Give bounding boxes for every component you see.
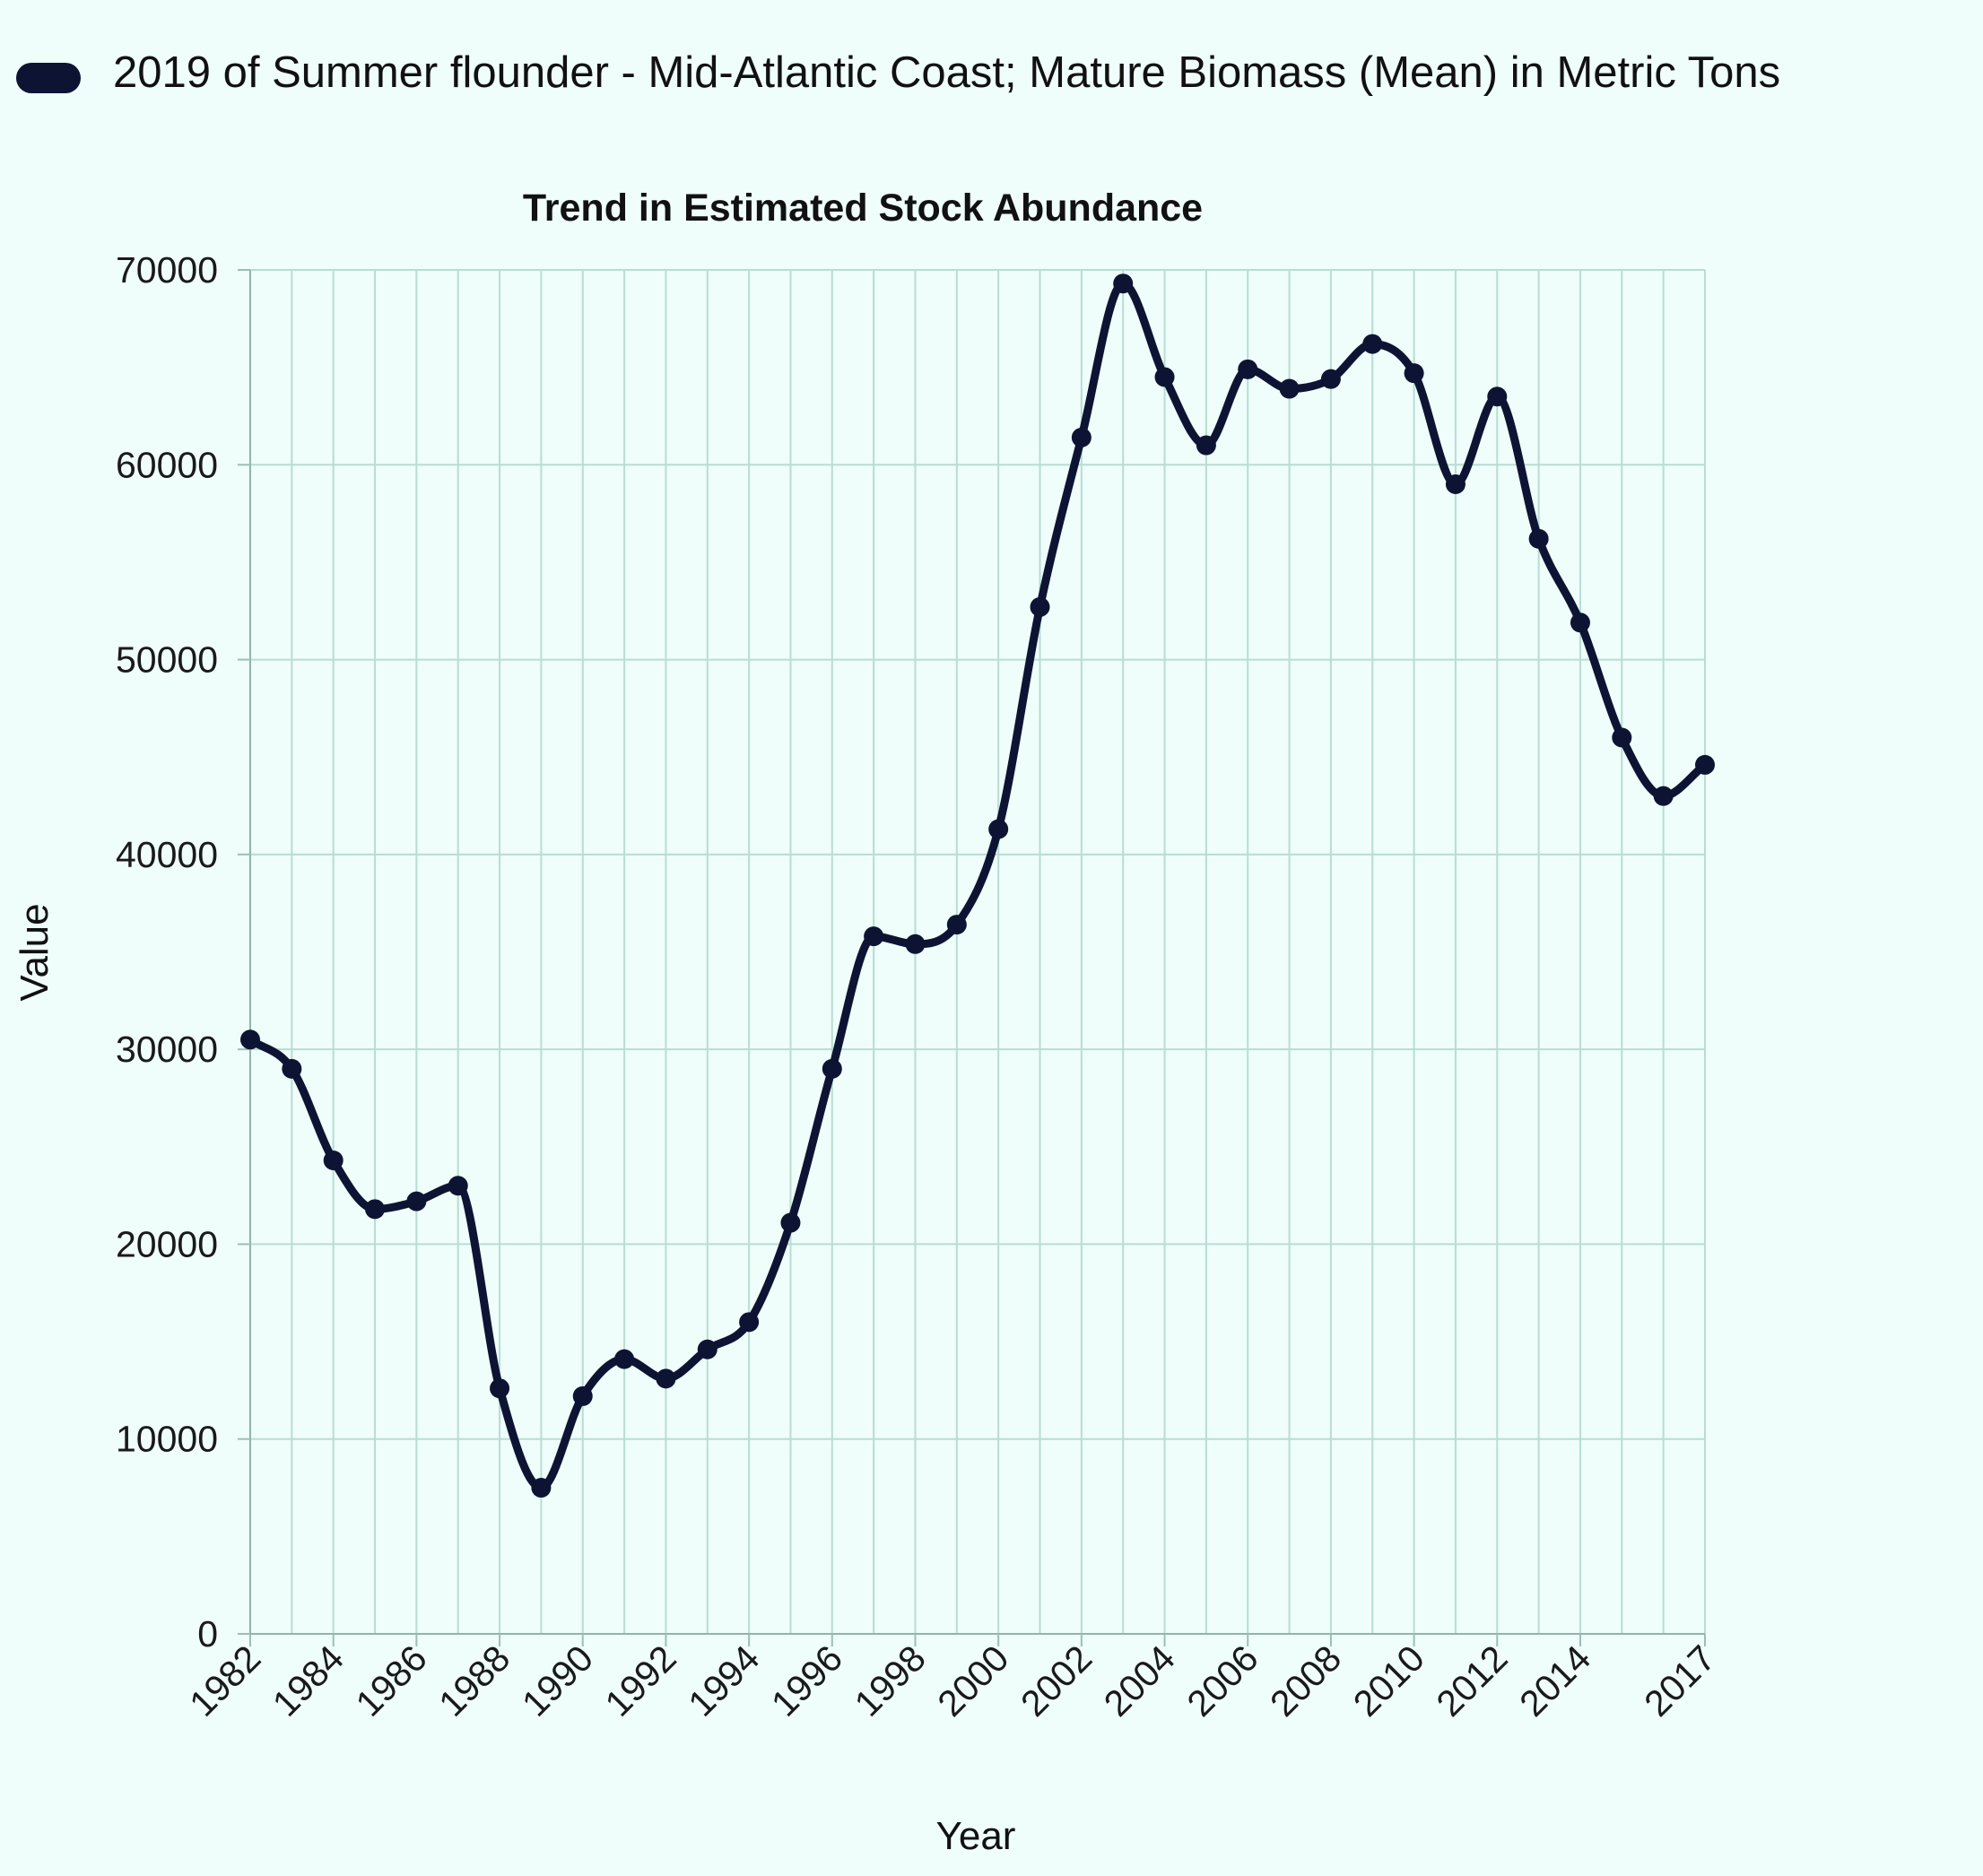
x-tick-label: 1984 <box>265 1637 352 1724</box>
data-point[interactable] <box>739 1312 760 1333</box>
x-tick-label: 1982 <box>181 1637 268 1724</box>
data-point[interactable] <box>1404 363 1424 384</box>
x-tick-label: 2008 <box>1262 1637 1349 1724</box>
x-tick-label: 1990 <box>514 1637 601 1724</box>
x-tick-label: 2014 <box>1511 1637 1598 1724</box>
x-tick-label: 1996 <box>763 1637 850 1724</box>
data-point[interactable] <box>490 1378 510 1399</box>
data-point[interactable] <box>1528 528 1549 549</box>
data-point[interactable] <box>1196 435 1216 456</box>
x-axis-label: Year <box>936 1814 1016 1858</box>
data-point[interactable] <box>780 1212 801 1233</box>
legend-label[interactable]: 2019 of Summer flounder - Mid-Atlantic C… <box>113 48 1780 97</box>
data-point[interactable] <box>614 1349 635 1369</box>
data-point[interactable] <box>282 1058 302 1079</box>
y-tick-label: 40000 <box>116 834 218 875</box>
data-point[interactable] <box>1653 786 1674 806</box>
data-point[interactable] <box>1612 727 1632 748</box>
x-tick-label: 1994 <box>680 1637 767 1724</box>
legend-swatch[interactable] <box>16 63 81 93</box>
axes <box>249 270 1705 1635</box>
data-point[interactable] <box>572 1385 593 1406</box>
y-tick-label: 30000 <box>116 1029 218 1070</box>
data-point[interactable] <box>323 1150 344 1170</box>
data-point[interactable] <box>448 1176 468 1196</box>
data-point[interactable] <box>1071 427 1092 447</box>
y-tick-label: 60000 <box>116 444 218 485</box>
data-point[interactable] <box>1362 334 1383 354</box>
data-point[interactable] <box>905 934 926 954</box>
y-tick-label: 20000 <box>116 1223 218 1264</box>
legend[interactable]: 2019 of Summer flounder - Mid-Atlantic C… <box>16 48 1780 97</box>
data-point[interactable] <box>406 1191 427 1212</box>
data-point[interactable] <box>1279 378 1300 399</box>
x-tick-label: 2004 <box>1096 1637 1183 1724</box>
x-tick-label: 1986 <box>348 1637 435 1724</box>
data-point[interactable] <box>1445 474 1466 495</box>
y-tick-label: 50000 <box>116 639 218 681</box>
data-point[interactable] <box>697 1339 718 1359</box>
x-axis-ticks: 1982198419861988199019921994199619982000… <box>181 1634 1723 1724</box>
data-point[interactable] <box>365 1199 386 1220</box>
data-point[interactable] <box>1113 274 1134 294</box>
data-point[interactable] <box>1154 367 1175 387</box>
data-point[interactable] <box>988 819 1009 839</box>
x-tick-label: 2012 <box>1429 1637 1516 1724</box>
x-tick-label: 1988 <box>431 1637 517 1724</box>
data-point[interactable] <box>1030 596 1050 617</box>
data-point[interactable] <box>1695 754 1715 775</box>
data-point[interactable] <box>1238 359 1258 379</box>
x-tick-label: 1992 <box>597 1637 684 1724</box>
y-tick-label: 0 <box>197 1613 218 1655</box>
x-tick-label: 2000 <box>930 1637 1017 1724</box>
x-tick-label: 2017 <box>1636 1637 1723 1724</box>
y-axis-ticks: 0 10000 20000 30000 40000 50000 60000 70000 <box>116 249 250 1655</box>
chart-title: Trend in Estimated Stock Abundance <box>523 187 1203 230</box>
data-point[interactable] <box>946 915 967 935</box>
data-point[interactable] <box>1570 612 1590 633</box>
data-point[interactable] <box>240 1029 260 1050</box>
data-point[interactable] <box>822 1058 842 1079</box>
series-line-group <box>240 274 1715 1498</box>
y-tick-label: 70000 <box>116 249 218 291</box>
data-point[interactable] <box>864 926 884 947</box>
x-tick-label: 2006 <box>1179 1637 1266 1724</box>
data-point[interactable] <box>1487 386 1508 407</box>
data-point[interactable] <box>531 1478 552 1498</box>
y-axis-label: Value <box>13 903 57 1001</box>
x-tick-label: 1998 <box>847 1637 934 1724</box>
grid <box>249 269 1706 1635</box>
x-tick-label: 2010 <box>1345 1637 1432 1724</box>
y-tick-label: 10000 <box>116 1419 218 1460</box>
data-point[interactable] <box>656 1368 676 1389</box>
x-tick-label: 2002 <box>1013 1637 1100 1724</box>
data-point[interactable] <box>1320 369 1341 389</box>
